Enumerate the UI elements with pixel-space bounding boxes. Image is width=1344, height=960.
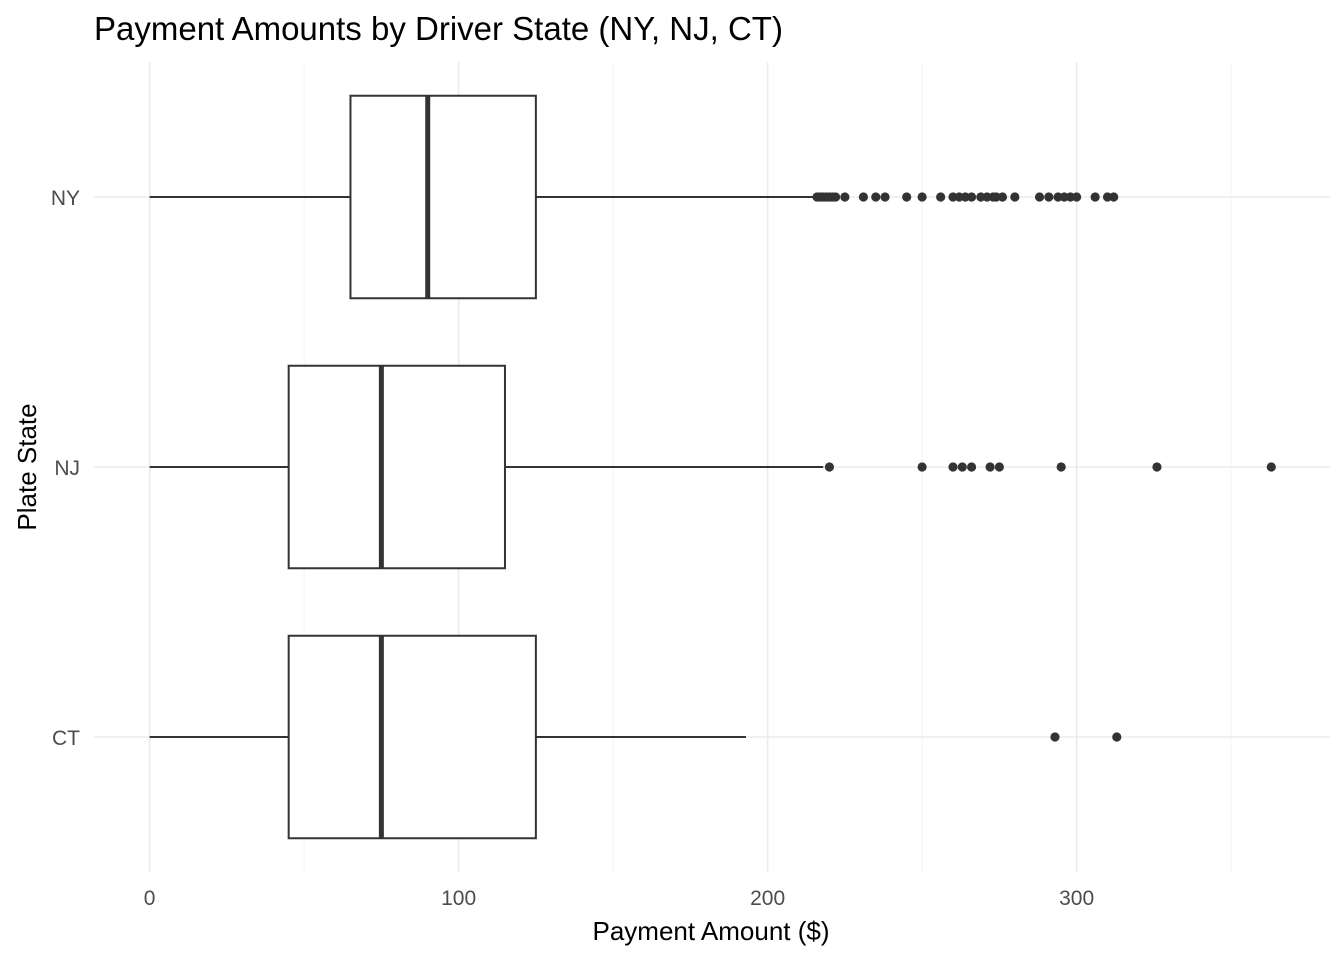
iqr-box [349, 94, 537, 300]
outlier-point [1152, 462, 1162, 472]
outlier-point [902, 192, 912, 202]
x-tick-label: 200 [750, 887, 785, 910]
outlier-point [966, 462, 977, 472]
outlier-point [880, 192, 890, 202]
outlier-point [1266, 462, 1276, 472]
y-tick-label: CT [52, 727, 80, 750]
outliers [812, 192, 1276, 742]
iqr-box [287, 364, 506, 570]
outlier-point [824, 462, 835, 472]
outlier-point [936, 192, 946, 202]
outlier-point [831, 192, 841, 202]
outlier-point [1044, 192, 1054, 202]
outlier-point [858, 192, 869, 202]
iqr-box [287, 634, 537, 840]
outlier-point [871, 192, 881, 202]
box-ny [149, 94, 814, 300]
outlier-point [1109, 192, 1119, 202]
outlier-point [1112, 732, 1122, 742]
outlier-point [1050, 732, 1060, 742]
x-tick-label: 100 [441, 887, 476, 910]
y-tick-label: NY [51, 187, 80, 210]
y-tick-label: NJ [54, 457, 80, 480]
boxes [149, 94, 824, 840]
y-axis-title: Plate State [12, 403, 42, 530]
box-nj [149, 364, 824, 570]
outlier-point [1056, 462, 1066, 472]
box-ct [149, 634, 746, 840]
outlier-point [966, 192, 977, 202]
outlier-point [985, 462, 995, 472]
outlier-point [840, 192, 850, 202]
outlier-point [1010, 192, 1020, 202]
outlier-point [917, 462, 927, 472]
outlier-point [994, 462, 1004, 472]
tick-labels: 0 100 200 300 CT NJ NY [51, 187, 1094, 910]
outlier-point [1090, 192, 1100, 202]
outlier-point [948, 462, 958, 472]
outlier-point [1034, 192, 1045, 202]
outlier-point [1072, 192, 1082, 202]
chart-title: Payment Amounts by Driver State (NY, NJ,… [94, 10, 783, 47]
outlier-point [917, 192, 927, 202]
x-tick-label: 300 [1059, 887, 1094, 910]
outlier-point [997, 192, 1008, 202]
x-axis-title: Payment Amount ($) [593, 916, 830, 946]
outlier-point [957, 462, 967, 472]
x-tick-label: 0 [144, 887, 156, 910]
